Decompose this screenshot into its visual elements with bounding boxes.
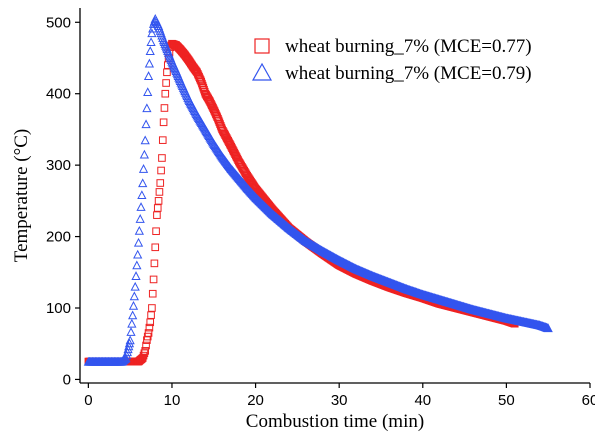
- data-point-triangle: [147, 28, 157, 38]
- y-tick-label: 200: [46, 229, 71, 246]
- data-point-triangle: [138, 178, 148, 188]
- data-point-square: [147, 311, 155, 319]
- data-point-square: [198, 81, 207, 90]
- data-point-triangle: [126, 327, 136, 336]
- data-point-triangle: [129, 291, 139, 301]
- data-point-triangle: [128, 310, 138, 320]
- data-point-triangle: [137, 190, 147, 200]
- x-tick-label: 20: [247, 392, 264, 409]
- data-point-triangle: [543, 323, 553, 333]
- x-tick-label: 30: [331, 392, 348, 409]
- data-point-triangle: [146, 37, 156, 47]
- data-point-square: [144, 329, 153, 337]
- data-point-square: [160, 104, 169, 112]
- y-tick-label: 0: [63, 371, 71, 388]
- series-mce-079: [83, 14, 553, 366]
- data-point-square: [162, 79, 170, 87]
- data-point-square: [149, 275, 158, 284]
- data-point-triangle: [135, 214, 145, 223]
- data-point-triangle: [124, 338, 135, 348]
- data-point-square: [148, 304, 156, 312]
- data-point-square: [161, 89, 170, 98]
- series-layer: [83, 14, 553, 366]
- y-tick-label: 300: [46, 157, 71, 174]
- data-point-triangle: [136, 202, 146, 211]
- x-tick-label: 40: [414, 392, 431, 409]
- data-point-triangle: [144, 58, 155, 68]
- data-point-triangle: [131, 271, 141, 280]
- data-point-triangle: [143, 87, 153, 97]
- data-point-square: [156, 179, 165, 187]
- series-mce-077: [84, 39, 519, 366]
- data-point-square: [159, 118, 168, 127]
- data-point-square: [142, 341, 150, 350]
- data-point-triangle: [123, 344, 133, 354]
- x-tick-label: 50: [498, 392, 515, 409]
- data-point-triangle: [139, 149, 150, 159]
- data-point-square: [145, 323, 154, 332]
- data-point-triangle: [132, 260, 142, 270]
- data-point-square: [141, 347, 150, 355]
- data-point-triangle: [121, 353, 131, 363]
- legend-label-mce-079: wheat burning_7% (MCE=0.79): [285, 63, 532, 84]
- legend-item-mce-079: wheat burning_7% (MCE=0.79): [251, 62, 532, 84]
- legend: wheat burning_7% (MCE=0.77) wheat burnin…: [251, 36, 532, 84]
- data-point-triangle: [122, 350, 132, 360]
- data-point-triangle: [138, 164, 149, 173]
- y-axis-title: Temperature (°C): [11, 129, 32, 262]
- data-point-triangle: [148, 23, 158, 33]
- data-point-square: [157, 166, 165, 175]
- data-point-triangle: [140, 135, 150, 145]
- data-point-square: [151, 243, 160, 252]
- data-point-square: [154, 197, 163, 205]
- data-point-triangle: [130, 281, 140, 291]
- x-tick-label: 0: [84, 392, 92, 409]
- x-tick-label: 10: [164, 392, 181, 409]
- data-point-square: [163, 68, 171, 77]
- data-point-square: [146, 318, 155, 327]
- data-point-triangle: [133, 249, 143, 259]
- data-point-triangle: [125, 335, 135, 345]
- data-point-square: [138, 354, 147, 362]
- data-point-square: [158, 136, 167, 144]
- data-point-square: [192, 67, 201, 76]
- data-point-square: [198, 79, 206, 88]
- legend-label-mce-077: wheat burning_7% (MCE=0.77): [285, 36, 532, 57]
- data-point-square: [153, 211, 161, 219]
- data-point-triangle: [128, 300, 139, 310]
- data-point-triangle: [141, 119, 151, 129]
- data-point-triangle: [122, 347, 133, 357]
- data-point-triangle: [134, 225, 144, 235]
- data-point-triangle: [124, 341, 134, 351]
- x-tick-label: 60: [582, 392, 595, 409]
- data-point-square: [153, 204, 162, 212]
- data-point-triangle: [143, 71, 154, 80]
- legend-triangle-marker-icon: [251, 62, 273, 81]
- data-point-square: [199, 83, 208, 92]
- data-point-square: [148, 289, 157, 298]
- data-point-square: [158, 154, 166, 162]
- data-point-square: [139, 351, 148, 360]
- data-point-square: [197, 77, 206, 86]
- data-point-triangle: [133, 237, 144, 247]
- data-point-square: [152, 227, 160, 236]
- data-point-triangle: [142, 103, 152, 113]
- data-point-square: [150, 259, 159, 268]
- y-tick-label: 500: [46, 14, 71, 31]
- data-point-square: [140, 349, 149, 358]
- y-tick-label: 400: [46, 86, 71, 103]
- y-tick-label: 100: [46, 300, 71, 317]
- axes-layer: 0 10 20 30 40 50 60 0 100 200 300 400 500 Combustio…: [11, 8, 595, 432]
- y-ticks: 0 100 200 300 400 500: [46, 14, 80, 388]
- data-point-triangle: [145, 46, 155, 55]
- legend-square-marker-icon: [254, 38, 270, 54]
- legend-item-mce-077: wheat burning_7% (MCE=0.77): [254, 36, 532, 57]
- data-point-square: [155, 188, 164, 196]
- x-ticks: 0 10 20 30 40 50 60: [84, 383, 595, 409]
- data-point-triangle: [127, 318, 137, 328]
- x-axis-title: Combustion time (min): [246, 411, 424, 432]
